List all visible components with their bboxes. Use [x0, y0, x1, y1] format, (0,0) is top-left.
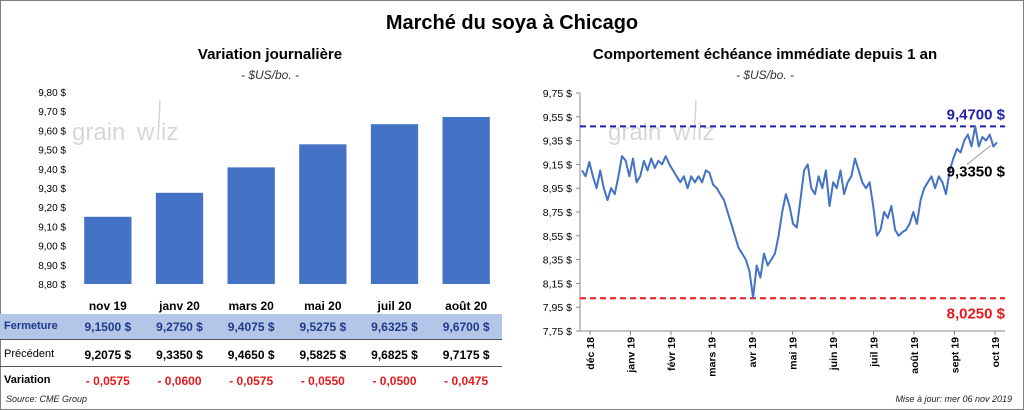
y-tick-label: 8,35 $ [543, 255, 572, 267]
low-value-label: 8,0250 $ [947, 305, 1006, 322]
svg-text:iz: iz [697, 119, 714, 146]
table-cell: 9,4075 $ [227, 320, 275, 334]
y-tick-label: 9,75 $ [543, 88, 572, 100]
y-tick-label: 9,50 $ [38, 146, 66, 157]
x-category-label: mai 20 [304, 299, 342, 313]
table-cell: - 0,0600 [157, 374, 202, 388]
y-tick-label: 9,10 $ [38, 222, 66, 233]
source-note: Source: CME Group [6, 394, 88, 404]
current-value-label: 9,3350 $ [947, 163, 1006, 180]
y-tick-label: 9,60 $ [38, 126, 66, 137]
table-cell: 9,5275 $ [299, 320, 347, 334]
line-chart-title: Comportement échéance immédiate depuis 1… [592, 46, 938, 63]
update-note: Mise à jour: mer 06 nov 2019 [895, 394, 1012, 404]
svg-text:w: w [672, 119, 691, 146]
y-tick-label: 9,55 $ [543, 112, 572, 124]
bar [227, 167, 275, 284]
y-tick-label: 7,75 $ [543, 326, 572, 338]
table-cell: 9,4650 $ [227, 348, 275, 362]
x-tick-label: déc 18 [585, 337, 597, 370]
y-tick-label: 7,95 $ [543, 302, 572, 314]
bar [155, 192, 204, 284]
x-tick-label: mars 19 [707, 337, 719, 377]
table-cell: 9,1500 $ [84, 320, 132, 334]
current-value-leader [966, 144, 992, 165]
x-category-label: mars 20 [228, 299, 274, 313]
x-category-label: janv 20 [158, 299, 200, 313]
table-cell: 9,5825 $ [299, 348, 347, 362]
x-tick-label: sept 19 [950, 337, 962, 373]
y-tick-label: 9,70 $ [38, 107, 66, 118]
line-chart-unit: - $US/bo. - [735, 68, 795, 82]
data-table: Fermeture Précédent Variation 9,1500 $ 9,… [0, 314, 510, 394]
high-value-label: 9,4700 $ [947, 106, 1006, 123]
table-cell: 9,3350 $ [156, 348, 203, 362]
grainwiz-logo: grain w iz [72, 99, 178, 146]
y-tick-label: 8,80 $ [38, 280, 66, 291]
x-tick-label: juin 19 [828, 337, 840, 371]
x-category-label: nov 19 [89, 299, 127, 313]
x-tick-label: mai 19 [788, 337, 800, 370]
x-tick-label: oct 19 [990, 337, 1002, 368]
bar [299, 144, 347, 284]
y-tick-label: 8,55 $ [543, 231, 572, 243]
table-cell: - 0,0550 [300, 374, 345, 388]
table-row-highlight [0, 314, 502, 340]
y-tick-label: 9,00 $ [38, 242, 66, 253]
y-tick-label: 9,40 $ [38, 165, 66, 176]
x-tick-label: avr 19 [747, 337, 759, 368]
svg-text:grain: grain [608, 119, 661, 146]
y-tick-label: 8,75 $ [543, 207, 572, 219]
grainwiz-logo-2: grain w iz [608, 99, 714, 146]
table-cell: - 0,0475 [444, 374, 489, 388]
table-cell: 9,2750 $ [156, 320, 203, 334]
y-tick-label: 9,15 $ [543, 159, 572, 171]
x-category-label: août 20 [445, 299, 487, 313]
table-cell: 9,6825 $ [371, 348, 418, 362]
y-tick-label: 8,95 $ [543, 183, 572, 195]
table-cell: 9,6325 $ [371, 320, 418, 334]
svg-text:iz: iz [161, 119, 178, 146]
y-tick-label: 8,90 $ [38, 261, 66, 272]
bar [370, 124, 419, 284]
row-label-fermeture: Fermeture [4, 320, 58, 332]
y-tick-label: 9,35 $ [543, 136, 572, 148]
bar-chart-title: Variation journalière [197, 46, 343, 63]
row-label-precedent: Précédent [4, 348, 55, 360]
y-tick-label: 9,30 $ [38, 184, 66, 195]
bar-chart-unit: - $US/bo. - [240, 68, 300, 82]
x-tick-label: janv 19 [626, 337, 638, 374]
x-tick-label: juil 19 [869, 337, 881, 368]
table-cell: - 0,0575 [85, 374, 130, 388]
line-chart: grain w iz 7,75 $ 7,95 $ 8,15 $ 8,35 $ 8,55 … [543, 88, 1006, 377]
bar [84, 216, 132, 284]
bar [442, 116, 490, 285]
price-series-line [581, 125, 998, 299]
y-tick-label: 9,20 $ [38, 203, 66, 214]
table-divider [0, 366, 502, 367]
table-cell: - 0,0575 [229, 374, 274, 388]
table-cell: 9,7175 $ [442, 348, 490, 362]
x-category-label: juil 20 [376, 299, 411, 313]
svg-text:w: w [136, 119, 155, 146]
main-title: Marché du soya à Chicago [385, 12, 639, 34]
table-cell: 9,2075 $ [84, 348, 132, 362]
x-tick-label: août 19 [909, 337, 921, 374]
x-tick-label: févr 19 [666, 337, 678, 371]
svg-text:grain: grain [72, 119, 125, 146]
table-cell: 9,6700 $ [442, 320, 490, 334]
row-label-variation: Variation [4, 374, 51, 386]
y-tick-label: 9,80 $ [38, 88, 66, 99]
table-cell: - 0,0500 [372, 374, 417, 388]
y-tick-label: 8,15 $ [543, 278, 572, 290]
bar-chart: grain w iz 8,80 $ 8,90 $ 9,00 $ 9,10 $ 9,20 … [38, 88, 490, 313]
